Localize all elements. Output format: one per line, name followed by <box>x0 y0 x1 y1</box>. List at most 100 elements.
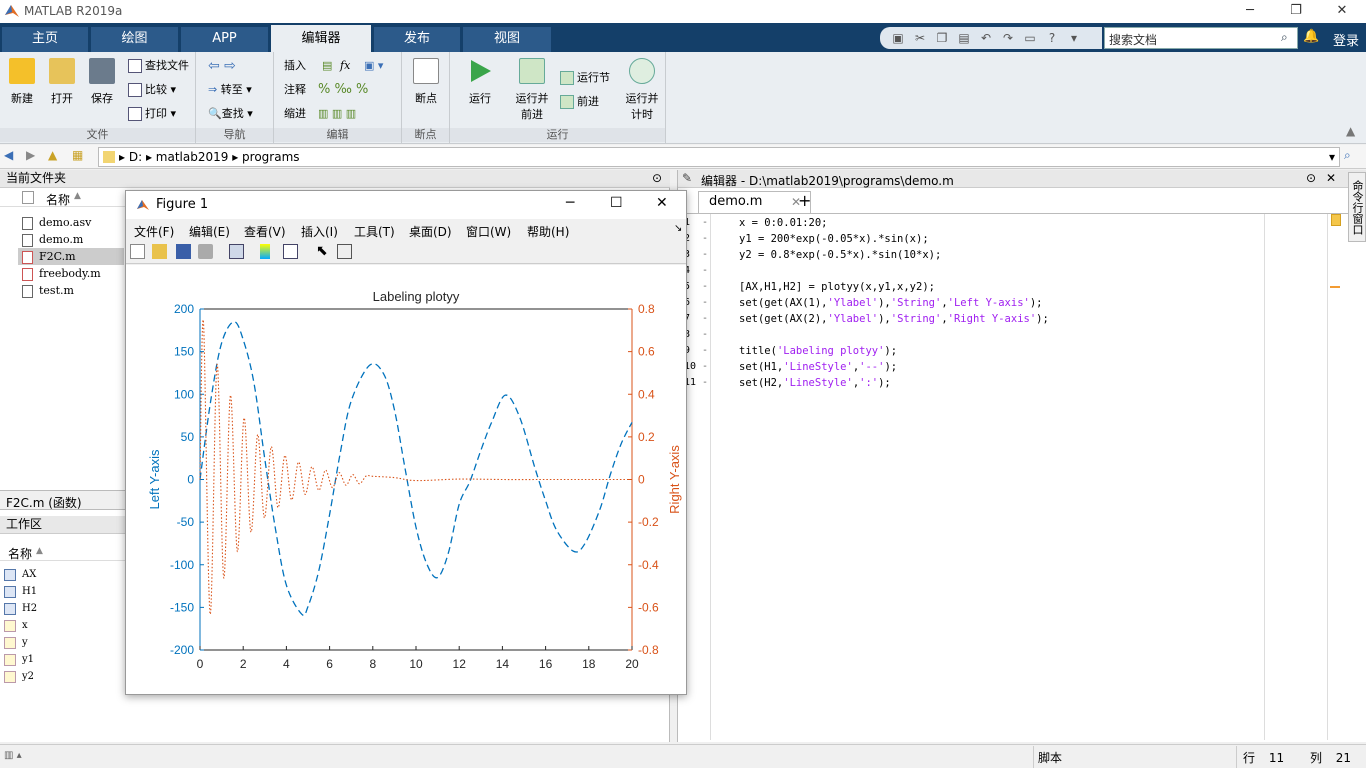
workspace-var[interactable]: y <box>4 634 28 651</box>
figure-minimize-button[interactable]: ─ <box>566 195 575 211</box>
file-item[interactable]: demo.m <box>22 231 83 248</box>
tab-home[interactable]: 主页 <box>2 27 88 52</box>
menu-file[interactable]: 文件(F) <box>134 225 175 239</box>
maximize-button[interactable]: ❐ <box>1290 3 1302 18</box>
name-column-header[interactable]: 名称 <box>46 193 71 207</box>
save-icon[interactable]: ▣ <box>892 31 904 45</box>
warning-marker[interactable] <box>1330 286 1340 288</box>
code-line[interactable]: [AX,H1,H2] = plotyy(x,y1,x,y2); <box>739 279 935 295</box>
comment-icons[interactable]: % ‰ % <box>318 82 369 97</box>
new-tab-button[interactable]: + <box>798 191 812 210</box>
fx-button[interactable]: fx <box>340 56 350 76</box>
path-dropdown-icon[interactable]: ▾ <box>1328 150 1335 164</box>
file-item[interactable]: test.m <box>22 282 74 299</box>
breakpoints-button[interactable]: 断点 <box>406 58 446 106</box>
run-button[interactable]: 运行 <box>460 58 500 106</box>
line-dash-marker[interactable]: - <box>702 329 709 340</box>
paste-icon[interactable]: ▤ <box>958 31 970 45</box>
compare-button[interactable]: 比较 ▾ <box>128 80 176 100</box>
tab-editor[interactable]: 编辑器 <box>271 25 371 52</box>
cut-icon[interactable]: ✂ <box>914 31 926 45</box>
tab-publish[interactable]: 发布 <box>374 27 460 52</box>
collapse-ribbon-icon[interactable]: ▲ <box>1346 124 1356 138</box>
editor-close-icon[interactable]: ✕ <box>1326 171 1337 185</box>
find-files-button[interactable]: 查找文件 <box>128 56 189 76</box>
code-line[interactable]: y2 = 0.8*exp(-0.5*x).*sin(10*x); <box>739 247 941 263</box>
editor-options-icon[interactable]: ⊙ <box>1306 171 1317 185</box>
undo-icon[interactable]: ↶ <box>980 31 992 45</box>
save-figure-icon[interactable] <box>176 244 191 259</box>
menu-insert[interactable]: 插入(I) <box>301 225 338 239</box>
minimize-button[interactable]: ─ <box>1246 3 1254 18</box>
insert-section-icon[interactable]: ▤ <box>322 59 333 72</box>
code-line[interactable]: y1 = 200*exp(-0.05*x).*sin(x); <box>739 231 929 247</box>
plotyy-chart[interactable]: 0 2 4 6 8 10 12 14 16 18 20 200 150 100 50 0 -50 -100 -150… <box>126 265 686 694</box>
analyzer-status-indicator[interactable] <box>1331 214 1341 226</box>
folder-path[interactable]: ▸ D: ▸ matlab2019 ▸ programs ▾ <box>98 147 1340 167</box>
advance-button[interactable]: 前进 <box>560 92 599 112</box>
workspace-var[interactable]: H2 <box>4 600 37 617</box>
tab-apps[interactable]: APP <box>181 27 268 52</box>
up-folder-icon[interactable]: ▲ <box>48 148 58 162</box>
redo-icon[interactable]: ↷ <box>1002 31 1014 45</box>
command-window-side-tab[interactable]: 命令行窗口 <box>1348 172 1366 242</box>
close-button[interactable]: ✕ <box>1336 3 1348 18</box>
insert-button[interactable]: 插入 <box>284 56 306 76</box>
insert-function-icon[interactable]: ▣ ▾ <box>364 59 384 72</box>
search-documentation-input[interactable]: 搜索文档 ⌕ <box>1104 27 1298 49</box>
new-figure-icon[interactable] <box>130 244 145 259</box>
menu-tools[interactable]: 工具(T) <box>354 225 395 239</box>
workspace-var[interactable]: H1 <box>4 583 37 600</box>
workspace-name-header[interactable]: 名称 <box>8 547 33 561</box>
menu-desktop[interactable]: 桌面(D) <box>409 225 452 239</box>
path-folder-2[interactable]: programs <box>242 150 300 164</box>
code-line[interactable]: set(get(AX(2),'Ylabel'),'String','Right … <box>739 311 1049 327</box>
run-and-time-button[interactable]: 运行并 计时 <box>622 58 662 122</box>
menu-expand-icon[interactable]: ↘ <box>674 223 683 234</box>
legend-icon[interactable] <box>283 244 298 259</box>
workspace-var[interactable]: AX <box>4 566 36 583</box>
code-line[interactable]: set(H1,'LineStyle','--'); <box>739 359 897 375</box>
run-section-button[interactable]: 运行节 <box>560 68 610 88</box>
bell-icon[interactable]: 🔔 <box>1303 29 1320 44</box>
browse-folder-icon[interactable]: ▦ <box>72 148 84 162</box>
print-figure-icon[interactable] <box>198 244 213 259</box>
back-forward-icons[interactable]: ⇦ ⇨ <box>208 58 236 74</box>
workspace-var[interactable]: y1 <box>4 651 34 668</box>
editor-tab-demo[interactable]: demo.m ✕ <box>698 191 811 213</box>
line-dash-marker[interactable]: - <box>702 345 709 356</box>
help-icon[interactable]: ? <box>1048 31 1056 45</box>
search-icon[interactable]: ⌕ <box>1281 30 1288 44</box>
edit-plot-icon[interactable]: ⬉ <box>316 243 328 259</box>
menu-window[interactable]: 窗口(W) <box>466 225 512 239</box>
line-dash-marker[interactable]: - <box>702 265 709 276</box>
comment-button[interactable]: 注释 <box>284 80 306 100</box>
link-plot-icon[interactable] <box>229 244 244 259</box>
file-item-selected[interactable]: F2C.m <box>18 248 124 265</box>
line-dash-marker[interactable]: - <box>702 361 709 372</box>
workspace-var[interactable]: x <box>4 617 28 634</box>
tab-plots[interactable]: 绘图 <box>91 27 178 52</box>
copy-icon[interactable]: ❐ <box>936 31 948 45</box>
line-dash-marker[interactable]: - <box>702 233 709 244</box>
find-button[interactable]: 🔍查找 ▾ <box>208 107 253 120</box>
forward-icon[interactable]: ▶ <box>26 148 36 162</box>
print-button[interactable]: 打印 ▾ <box>128 104 176 124</box>
goto-button[interactable]: ⇒ 转至 ▾ <box>208 83 252 96</box>
indent-icons[interactable]: ▥ ▥ ▥ <box>318 107 357 120</box>
status-grip-icon[interactable]: ▥ ▴ <box>4 750 22 761</box>
property-inspector-icon[interactable] <box>337 244 352 259</box>
code-line[interactable]: set(H2,'LineStyle',':'); <box>739 375 891 391</box>
back-icon[interactable]: ◀ <box>4 148 14 162</box>
close-tab-icon[interactable]: ✕ <box>791 195 802 209</box>
line-dash-marker[interactable]: - <box>702 297 709 308</box>
code-line[interactable]: set(get(AX(1),'Ylabel'),'String','Left Y… <box>739 295 1043 311</box>
save-button[interactable]: 保存 <box>82 58 122 106</box>
path-drive[interactable]: D: <box>128 150 143 164</box>
workspace-var[interactable]: y2 <box>4 668 34 685</box>
panel-options-icon[interactable]: ⊙ <box>651 171 662 185</box>
switch-windows-icon[interactable]: ▭ <box>1024 31 1036 45</box>
indent-button[interactable]: 缩进 <box>284 104 306 124</box>
tab-view[interactable]: 视图 <box>463 27 551 52</box>
path-folder-1[interactable]: matlab2019 <box>155 150 229 164</box>
